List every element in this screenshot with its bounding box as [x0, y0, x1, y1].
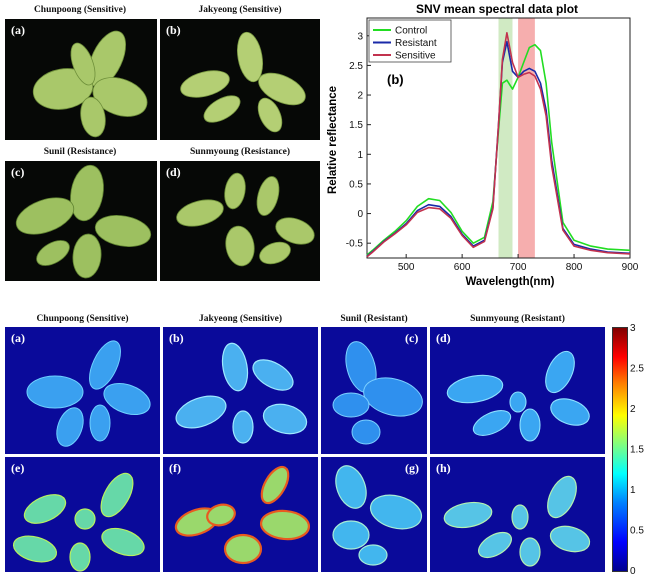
highlight-band-2 [518, 18, 535, 258]
colorbar-tick-1-5: 1.5 [630, 445, 644, 456]
leaf-photo-c: (c) [5, 161, 157, 281]
leaf-photo-b: (b) [160, 19, 320, 140]
heatmap-caption-sunmyoung: Sunmyoung (Resistant) [470, 314, 565, 324]
heatmap-e: (e) [5, 457, 160, 572]
heatmap-caption-jakyeong: Jakyeong (Sensitive) [198, 314, 283, 324]
photo-label-c: (c) [11, 165, 25, 179]
heatmap-leaf-c [332, 341, 423, 445]
leaf-photo-d: (d) [160, 161, 320, 281]
photo-label-b: (b) [166, 23, 181, 37]
y-tick-label-2: 2 [357, 91, 363, 102]
x-tick-label-800: 800 [566, 262, 583, 273]
y-tick-label-3: 3 [357, 31, 363, 42]
heatmap-g: (g) [321, 457, 427, 572]
heatmap-f: (f) [163, 457, 318, 572]
y-tick-label-0.5: 0.5 [349, 179, 363, 190]
colorbar-tick-2-5: 2.5 [630, 364, 644, 375]
x-tick-label-500: 500 [398, 262, 415, 273]
heatmap-label-h: (h) [436, 461, 451, 475]
plot-area: 500 600 700 800 900 -0.5 0 0.5 1 1.5 2 2.5 3 ControlR… [346, 17, 639, 273]
heatmap-leaf-e [12, 472, 145, 572]
heatmap-leaf-g [332, 465, 423, 566]
photo-caption-d: Sunmyoung (Resistance) [189, 147, 291, 157]
colorbar-ticks: 3 2.5 2 1.5 1 0.5 0 [630, 323, 644, 576]
heatmap-caption-chunpoong: Chunpoong (Sensitive) [36, 314, 129, 324]
photo-caption-c: Sunil (Resistance) [43, 147, 117, 157]
heatmap-c: (c) [321, 327, 427, 454]
spectral-chart: SNV mean spectral data plot 500 600 700 800… [327, 2, 639, 288]
legend-label-sensitive: Sensitive [395, 51, 436, 62]
heatmap-d: (d) [430, 327, 605, 454]
colorbar-tick-0: 0 [630, 566, 636, 576]
x-tick-label-900: 900 [622, 262, 639, 273]
colorbar-tick-0-5: 0.5 [630, 526, 644, 537]
leaf-shape-c [15, 164, 152, 279]
x-tick-label-600: 600 [454, 262, 471, 273]
heatmap-leaf-a [26, 340, 151, 447]
series-line-sensitive [366, 31, 631, 258]
heatmap-leaf-b [175, 342, 308, 444]
heatmap-caption-sunil: Sunil (Resistant) [340, 314, 408, 324]
legend-label-control: Control [395, 26, 427, 37]
leaf-shape-b [180, 31, 306, 133]
colorbar-tick-2: 2 [630, 404, 636, 415]
heatmap-label-e: (e) [11, 461, 25, 475]
heatmap-label-f: (f) [169, 461, 181, 475]
heatmap-label-g: (g) [405, 461, 419, 475]
heatmap-label-c: (c) [405, 331, 419, 345]
y-tick-label-1.5: 1.5 [349, 120, 363, 131]
photo-label-a: (a) [11, 23, 25, 37]
heatmap-label-d: (d) [436, 331, 451, 345]
heatmap-leaf-d [446, 350, 590, 442]
heatmap-a: (a) [5, 327, 160, 454]
heatmap-leaf-h [443, 475, 591, 567]
heatmap-label-a: (a) [11, 331, 25, 345]
y-tick-label-1: 1 [357, 150, 363, 161]
leaf-shape-a [32, 30, 148, 138]
y-tick-label-0: 0 [357, 209, 363, 220]
y-axis-label: Relative reflectance [327, 86, 339, 194]
heatmap-h: (h) [430, 457, 605, 572]
photo-caption-b: Jakyeong (Sensitive) [198, 5, 282, 15]
x-tick-label-700: 700 [510, 262, 527, 273]
heatmap-label-b: (b) [169, 331, 184, 345]
x-axis-label: Wavelength(nm) [465, 276, 554, 288]
leaf-photo-a: (a) [5, 19, 157, 140]
plot-frame [366, 17, 631, 259]
colorbar-tick-3: 3 [630, 323, 636, 334]
heatmap-leaf-f [174, 465, 311, 565]
colorbar-tick-1: 1 [630, 485, 636, 496]
chart-title: SNV mean spectral data plot [416, 2, 578, 16]
y-tick-label-2.5: 2.5 [349, 61, 363, 72]
photo-label-d: (d) [166, 165, 181, 179]
heatmap-b: (b) [163, 327, 318, 454]
legend-label-resistant: Resistant [395, 38, 437, 49]
y-tick-label--0.5: -0.5 [346, 239, 364, 250]
leaf-shape-d [176, 172, 315, 267]
colorbar [612, 327, 628, 572]
chart-panel-label: (b) [387, 72, 404, 87]
photo-caption-a: Chunpoong (Sensitive) [33, 5, 127, 15]
series-line-control [366, 43, 631, 256]
